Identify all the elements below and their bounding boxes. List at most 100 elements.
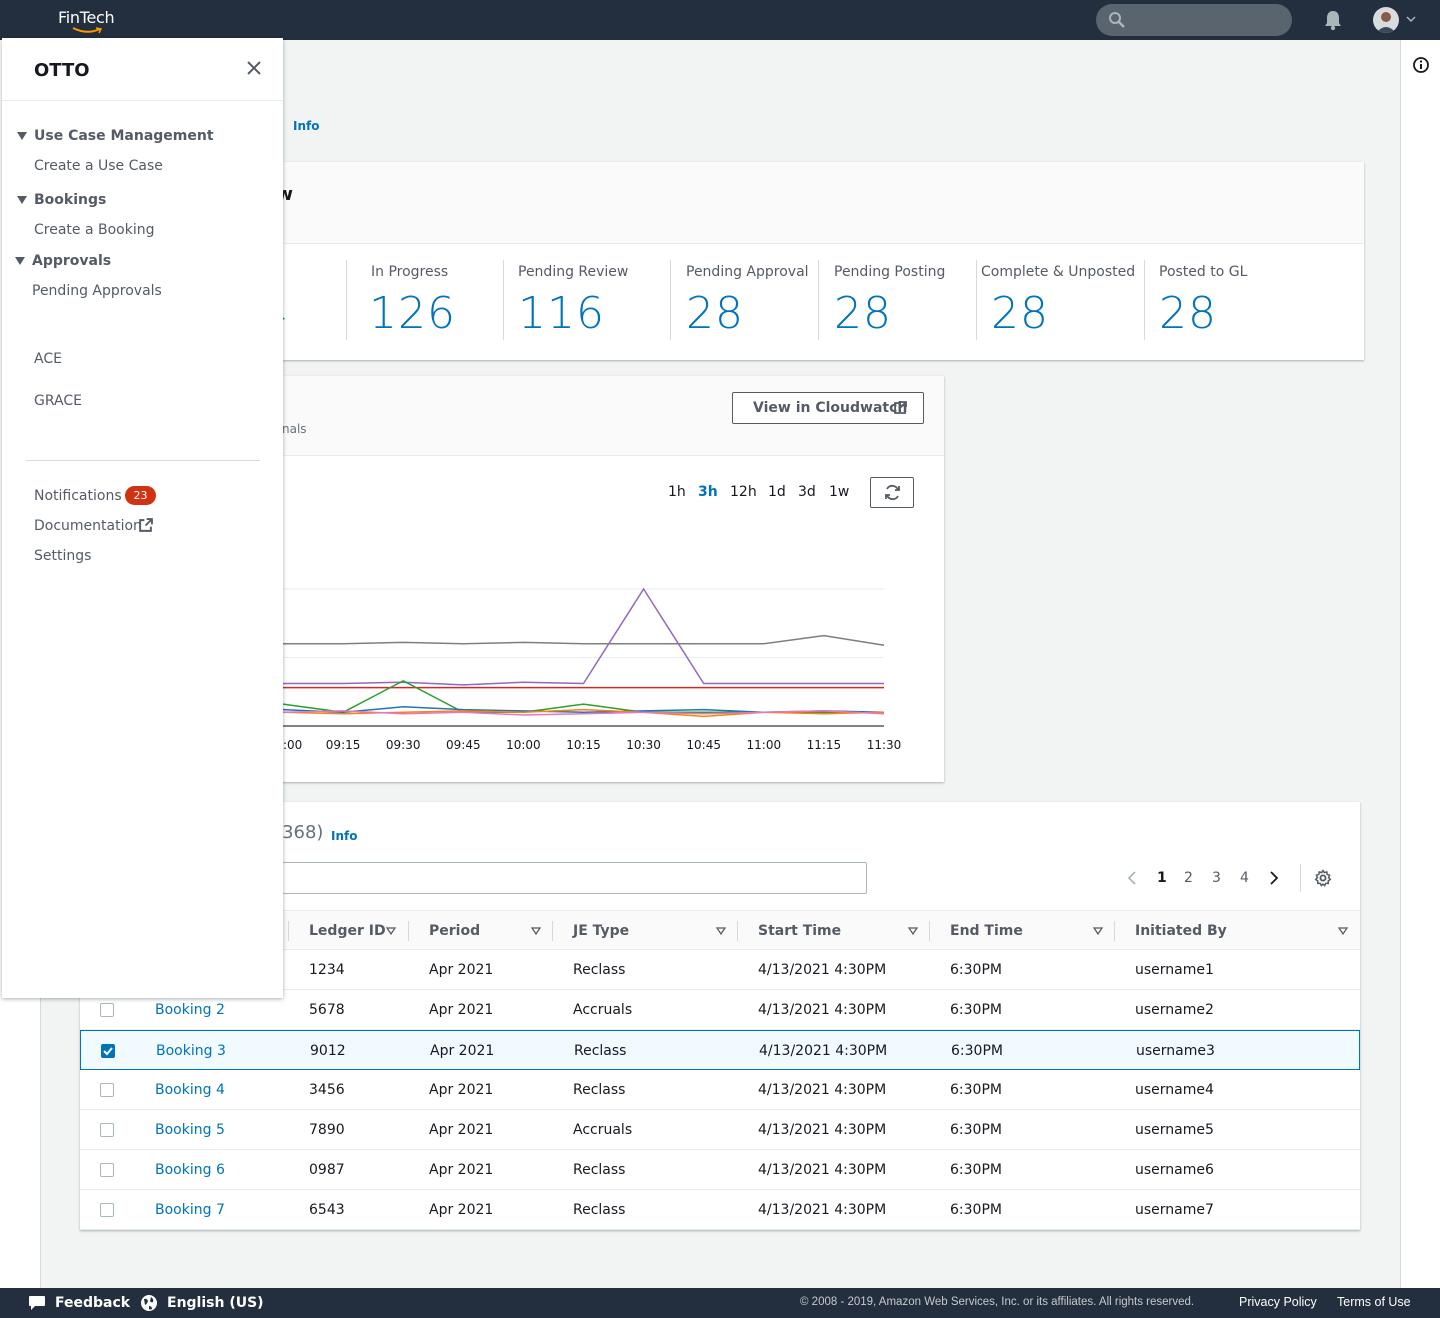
sort-caret-icon[interactable] <box>716 926 726 936</box>
range-3h[interactable]: 3h <box>698 484 718 500</box>
table-info-link[interactable]: Info <box>331 829 358 843</box>
cell-start-time: 4/13/2021 4:30PM <box>759 1043 888 1059</box>
checkmark-icon <box>103 1047 113 1056</box>
col-je-type[interactable]: JE Type <box>573 923 630 939</box>
table-row[interactable]: Booking 2 5678 Apr 2021 Accruals 4/13/2021 4… <box>80 990 1360 1030</box>
feedback-link[interactable]: Feedback <box>55 1295 131 1311</box>
overview-header: iew <box>80 162 1364 244</box>
terms-of-use-link[interactable]: Terms of Use <box>1337 1295 1411 1309</box>
range-1h[interactable]: 1h <box>668 484 686 500</box>
col-period[interactable]: Period <box>429 923 481 939</box>
privacy-policy-link[interactable]: Privacy Policy <box>1239 1295 1317 1309</box>
series-line-6 <box>282 710 885 716</box>
page-3[interactable]: 3 <box>1212 870 1221 886</box>
cell-period: Apr 2021 <box>429 1002 494 1018</box>
sort-caret-icon[interactable] <box>531 926 541 936</box>
chevron-left-icon[interactable] <box>1124 870 1140 886</box>
col-start-time[interactable]: Start Time <box>758 923 842 939</box>
table-row[interactable]: Booking 6 0987 Apr 2021 Reclass 4/13/2021 4:… <box>80 1150 1360 1190</box>
section-approvals[interactable]: Approvals <box>32 253 112 269</box>
cell-ledger-id: 5678 <box>309 1002 345 1018</box>
cell-period: Apr 2021 <box>429 1162 494 1178</box>
table-row[interactable]: Booking 7 6543 Apr 2021 Reclass 4/13/2021 4:… <box>80 1190 1360 1230</box>
globe-icon <box>141 1295 157 1311</box>
cell-booking[interactable]: Booking 5 <box>155 1122 225 1138</box>
table-row[interactable]: Booking 3 9012 Apr 2021 Reclass 4/13/2021 4:… <box>80 1030 1360 1070</box>
chevron-right-icon[interactable] <box>1266 870 1282 886</box>
cell-end-time: 6:30PM <box>950 1002 1002 1018</box>
cell-booking[interactable]: Booking 6 <box>155 1162 225 1178</box>
table-row[interactable]: Booking 4 3456 Apr 2021 Reclass 4/13/2021 4:… <box>80 1070 1360 1110</box>
refresh-button[interactable] <box>870 477 914 508</box>
caret-down-icon[interactable] <box>15 257 25 265</box>
row-checkbox[interactable] <box>101 1044 115 1058</box>
col-end-time[interactable]: End Time <box>950 923 1023 939</box>
nav-settings[interactable]: Settings <box>34 548 92 564</box>
cell-booking[interactable]: Booking 4 <box>155 1082 225 1098</box>
close-icon[interactable] <box>246 60 262 76</box>
notifications-bell-icon[interactable] <box>1322 9 1344 31</box>
nav-create-use-case[interactable]: Create a Use Case <box>34 158 163 174</box>
x-tick-label: 09:30 <box>386 738 421 752</box>
help-panel-rail <box>1400 40 1440 1288</box>
row-checkbox[interactable] <box>100 1163 114 1177</box>
row-checkbox[interactable] <box>100 1083 114 1097</box>
sort-caret-icon[interactable] <box>1093 926 1103 936</box>
table-row[interactable]: Booking 5 7890 Apr 2021 Accruals 4/13/2021 4… <box>80 1110 1360 1150</box>
nav-pending-approvals[interactable]: Pending Approvals <box>32 283 162 299</box>
range-1w[interactable]: 1w <box>829 484 850 500</box>
cell-end-time: 6:30PM <box>950 1202 1002 1218</box>
range-12h[interactable]: 12h <box>730 484 757 500</box>
sort-caret-icon[interactable] <box>386 926 396 936</box>
language-selector[interactable]: English (US) <box>167 1295 264 1311</box>
section-bookings[interactable]: Bookings <box>34 192 107 208</box>
stat-value[interactable]: 126 <box>369 288 456 339</box>
stat-value[interactable]: 116 <box>518 288 605 339</box>
cell-booking[interactable]: Booking 2 <box>155 1002 225 1018</box>
user-avatar[interactable] <box>1373 7 1399 33</box>
nav-create-booking[interactable]: Create a Booking <box>34 222 155 238</box>
stat-value[interactable]: 28 <box>834 288 892 339</box>
cell-booking[interactable]: Booking 3 <box>156 1043 226 1059</box>
view-in-cloudwatch-button[interactable]: View in Cloudwatch <box>732 392 924 424</box>
page-info-link[interactable]: Info <box>293 119 320 133</box>
cell-start-time: 4/13/2021 4:30PM <box>758 1122 887 1138</box>
page-1[interactable]: 1 <box>1157 870 1167 886</box>
search-input[interactable] <box>1096 4 1292 36</box>
brand-logo[interactable]: FinTech <box>58 8 115 27</box>
row-checkbox[interactable] <box>100 1003 114 1017</box>
col-initiated-by[interactable]: Initiated By <box>1135 923 1227 939</box>
x-tick-label: 09:15 <box>326 738 361 752</box>
stat-value[interactable]: 28 <box>991 288 1049 339</box>
table-row[interactable]: 1234 Apr 2021 Reclass 4/13/2021 4:30PM 6:30P… <box>80 950 1360 990</box>
stat-value[interactable]: 28 <box>1159 288 1217 339</box>
sort-caret-icon[interactable] <box>1338 926 1348 936</box>
stat-complete-unposted: Complete & Unposted 28 <box>976 260 1144 340</box>
x-tick-label: 10:15 <box>566 738 601 752</box>
nav-ace[interactable]: ACE <box>34 351 62 367</box>
cell-booking[interactable]: Booking 7 <box>155 1202 225 1218</box>
page-4[interactable]: 4 <box>1240 870 1249 886</box>
metrics-description: nals <box>282 422 307 436</box>
caret-down-icon[interactable] <box>17 196 27 204</box>
nav-documentation[interactable]: Documentation <box>34 518 142 534</box>
divider <box>2 100 283 101</box>
notifications-count-badge: 23 <box>125 486 156 505</box>
page-2[interactable]: 2 <box>1184 870 1193 886</box>
col-ledger-id[interactable]: Ledger ID <box>309 923 386 939</box>
chevron-down-icon[interactable] <box>1405 13 1417 25</box>
gear-icon[interactable] <box>1314 869 1332 887</box>
row-checkbox[interactable] <box>100 1203 114 1217</box>
series-line-0 <box>283 634 885 646</box>
nav-notifications[interactable]: Notifications <box>34 488 122 504</box>
caret-down-icon[interactable] <box>17 132 27 140</box>
row-checkbox[interactable] <box>100 1123 114 1137</box>
stat-value[interactable]: 28 <box>686 288 744 339</box>
range-3d[interactable]: 3d <box>798 484 816 500</box>
sort-caret-icon[interactable] <box>908 926 918 936</box>
info-icon[interactable] <box>1412 56 1430 74</box>
section-use-case-management[interactable]: Use Case Management <box>34 128 214 144</box>
x-tick-label: :00 <box>283 738 302 752</box>
range-1d[interactable]: 1d <box>768 484 786 500</box>
nav-grace[interactable]: GRACE <box>34 393 82 409</box>
